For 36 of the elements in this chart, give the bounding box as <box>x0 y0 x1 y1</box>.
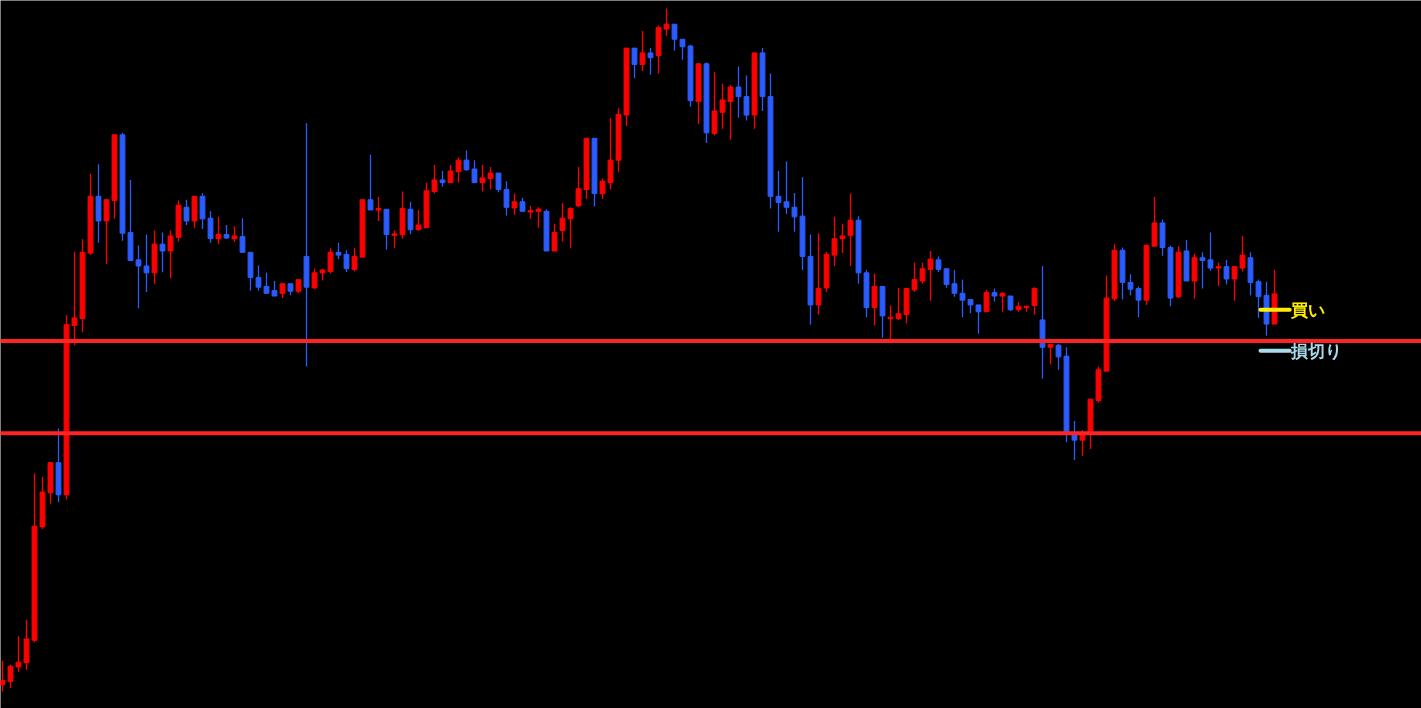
candlestick <box>943 268 950 289</box>
candlestick <box>159 231 166 273</box>
candlestick <box>375 196 382 222</box>
candlestick <box>103 198 110 265</box>
candlestick <box>927 250 934 302</box>
candlestick <box>1223 259 1230 286</box>
candlestick <box>239 217 246 254</box>
candlestick <box>975 304 982 335</box>
ref-line-label: 損切り <box>1289 340 1342 361</box>
candlestick <box>407 201 414 235</box>
candlestick <box>671 23 678 52</box>
candlestick <box>215 216 222 245</box>
candlestick <box>847 192 854 267</box>
candlestick <box>871 272 878 327</box>
candlestick <box>951 269 958 298</box>
candlestick <box>647 47 654 76</box>
candlestick <box>815 232 822 316</box>
candlestick <box>183 199 190 226</box>
candlestick <box>1215 261 1222 287</box>
ref-line-label: 買い <box>1289 299 1325 320</box>
candlestick <box>535 206 542 229</box>
candlestick <box>983 289 990 313</box>
candlestick <box>839 223 846 254</box>
candlestick <box>631 47 638 79</box>
candlestick <box>311 268 318 290</box>
candlestick <box>735 65 742 119</box>
candlestick <box>0 660 6 693</box>
candlestick <box>1031 286 1038 316</box>
candlestick <box>743 74 750 122</box>
candlestick <box>143 233 150 293</box>
candlestick <box>999 291 1006 313</box>
candlestick <box>511 192 518 216</box>
candlestick <box>639 30 646 72</box>
candlestick <box>367 154 374 211</box>
candlestick <box>551 223 558 252</box>
candlestick <box>1191 253 1198 300</box>
